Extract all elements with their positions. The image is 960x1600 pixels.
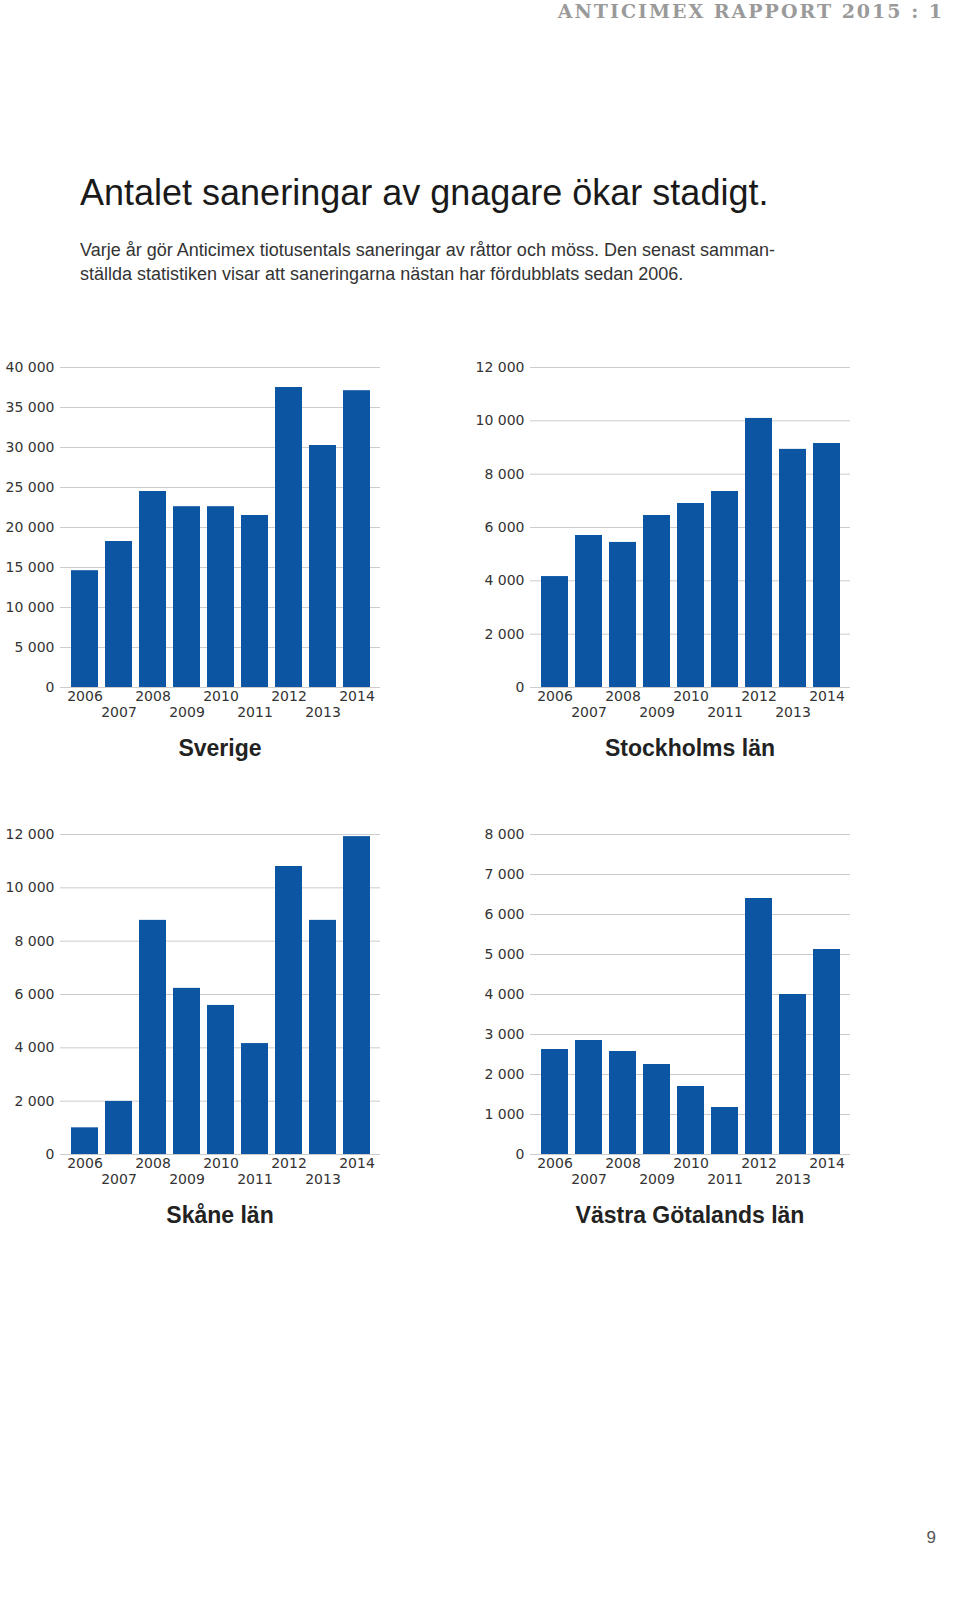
svg-text:2 000: 2 000 xyxy=(484,626,524,642)
svg-text:4 000: 4 000 xyxy=(14,1039,54,1055)
svg-text:2012: 2012 xyxy=(271,1155,307,1171)
svg-text:2014: 2014 xyxy=(339,688,375,704)
svg-text:2006: 2006 xyxy=(67,1155,103,1171)
svg-text:12 000: 12 000 xyxy=(476,359,525,375)
svg-text:2014: 2014 xyxy=(809,688,845,704)
svg-text:2009: 2009 xyxy=(169,1171,205,1187)
svg-text:2013: 2013 xyxy=(305,1171,341,1187)
svg-text:12 000: 12 000 xyxy=(6,826,55,842)
svg-text:2006: 2006 xyxy=(537,1155,573,1171)
svg-text:5 000: 5 000 xyxy=(484,946,524,962)
svg-text:20 000: 20 000 xyxy=(6,519,55,535)
html-text:Varje år gör Anticimex tiotuse: Varje år gör Anticimex tiotusentals sane… xyxy=(80,240,775,260)
svg-text:30 000: 30 000 xyxy=(6,439,55,455)
svg-text:2011: 2011 xyxy=(707,704,743,720)
svg-text:4 000: 4 000 xyxy=(484,572,524,588)
svg-text:2013: 2013 xyxy=(775,1171,811,1187)
svg-text:2012: 2012 xyxy=(741,1155,777,1171)
svg-text:10 000: 10 000 xyxy=(6,599,55,615)
svg-text:2008: 2008 xyxy=(135,688,171,704)
svg-text:40 000: 40 000 xyxy=(6,359,55,375)
svg-text:2 000: 2 000 xyxy=(14,1093,54,1109)
html-text:Skåne län: Skåne län xyxy=(166,1202,274,1228)
html-text:Västra Götalands län: Västra Götalands län xyxy=(575,1202,805,1228)
svg-text:2006: 2006 xyxy=(67,688,103,704)
svg-text:2014: 2014 xyxy=(339,1155,375,1171)
svg-text:4 000: 4 000 xyxy=(484,986,524,1002)
svg-text:2011: 2011 xyxy=(707,1171,743,1187)
svg-text:2013: 2013 xyxy=(775,704,811,720)
html-text:9: 9 xyxy=(926,1528,936,1547)
svg-text:5 000: 5 000 xyxy=(14,639,54,655)
svg-text:2014: 2014 xyxy=(809,1155,845,1171)
svg-text:0: 0 xyxy=(46,679,55,695)
svg-text:8 000: 8 000 xyxy=(484,466,524,482)
svg-text:2009: 2009 xyxy=(639,1171,675,1187)
svg-text:10 000: 10 000 xyxy=(6,879,55,895)
html-text:ANTICIMEX RAPPORT 2015 : 1: ANTICIMEX RAPPORT 2015 : 1 xyxy=(557,0,944,22)
svg-text:25 000: 25 000 xyxy=(6,479,55,495)
svg-text:2007: 2007 xyxy=(571,704,607,720)
svg-text:2006: 2006 xyxy=(537,688,573,704)
html-text:Sverige: Sverige xyxy=(178,735,262,761)
svg-text:10 000: 10 000 xyxy=(476,412,525,428)
svg-text:6 000: 6 000 xyxy=(14,986,54,1002)
svg-text:2010: 2010 xyxy=(203,1155,239,1171)
svg-text:2011: 2011 xyxy=(237,1171,273,1187)
svg-text:2007: 2007 xyxy=(101,704,137,720)
svg-text:35 000: 35 000 xyxy=(6,399,55,415)
svg-text:15 000: 15 000 xyxy=(6,559,55,575)
svg-text:2007: 2007 xyxy=(571,1171,607,1187)
svg-text:2008: 2008 xyxy=(605,688,641,704)
svg-text:2009: 2009 xyxy=(169,704,205,720)
html-text:Stockholms län: Stockholms län xyxy=(605,735,775,761)
svg-text:2009: 2009 xyxy=(639,704,675,720)
svg-text:2 000: 2 000 xyxy=(484,1066,524,1082)
svg-text:2010: 2010 xyxy=(673,1155,709,1171)
svg-text:6 000: 6 000 xyxy=(484,519,524,535)
svg-text:2011: 2011 xyxy=(237,704,273,720)
svg-text:2013: 2013 xyxy=(305,704,341,720)
svg-text:0: 0 xyxy=(516,1146,525,1162)
svg-text:8 000: 8 000 xyxy=(14,933,54,949)
svg-text:2007: 2007 xyxy=(101,1171,137,1187)
svg-text:0: 0 xyxy=(516,679,525,695)
html-text:ställda statistiken visar att: ställda statistiken visar att saneringar… xyxy=(80,264,684,284)
html-text:Antalet saneringar av gnagare: Antalet saneringar av gnagare ökar stadi… xyxy=(80,172,769,213)
svg-text:3 000: 3 000 xyxy=(484,1026,524,1042)
svg-text:2010: 2010 xyxy=(203,688,239,704)
svg-text:2012: 2012 xyxy=(741,688,777,704)
svg-text:1 000: 1 000 xyxy=(484,1106,524,1122)
svg-text:2010: 2010 xyxy=(673,688,709,704)
svg-text:6 000: 6 000 xyxy=(484,906,524,922)
svg-text:0: 0 xyxy=(46,1146,55,1162)
svg-text:2008: 2008 xyxy=(135,1155,171,1171)
svg-text:7 000: 7 000 xyxy=(484,866,524,882)
svg-text:2008: 2008 xyxy=(605,1155,641,1171)
svg-text:2012: 2012 xyxy=(271,688,307,704)
svg-text:8 000: 8 000 xyxy=(484,826,524,842)
